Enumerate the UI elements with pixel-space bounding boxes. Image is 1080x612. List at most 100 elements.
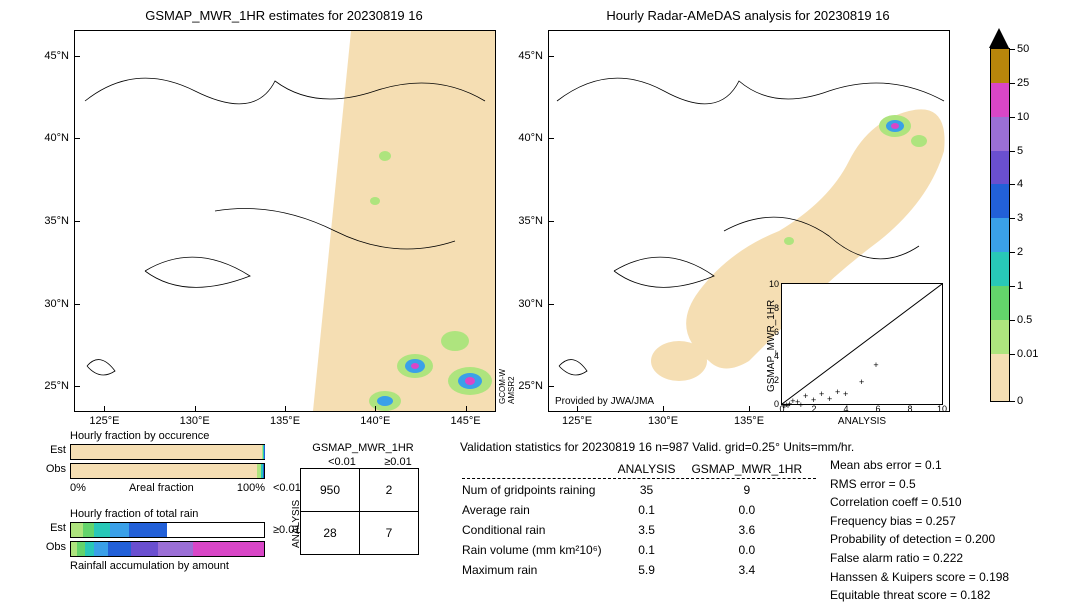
provided-label: Provided by JWA/JMA (555, 396, 654, 407)
inset-xtick: 2 (811, 404, 816, 414)
val-cell: Maximum rain (462, 561, 616, 579)
score-row: Hanssen & Kuipers score = 0.198 (830, 568, 1009, 587)
inset-ytick: 10 (769, 279, 782, 289)
score-row: Equitable threat score = 0.182 (830, 586, 1009, 605)
val-cell: 35 (618, 481, 690, 499)
colorbar-tick: 2 (1009, 246, 1023, 258)
colorbar-tick: 4 (1009, 178, 1023, 190)
validation-title: Validation statistics for 20230819 16 n=… (460, 440, 854, 454)
val-header: ANALYSIS (618, 460, 690, 479)
ct-col-1: ≥0.01 (370, 456, 426, 468)
val-header (462, 460, 616, 479)
val-header: GSMAP_MWR_1HR (691, 460, 816, 479)
score-row: Frequency bias = 0.257 (830, 512, 1009, 531)
inset-xtick: 8 (907, 404, 912, 414)
inset-xtick: 4 (843, 404, 848, 414)
val-cell: 3.4 (691, 561, 816, 579)
val-cell: Num of gridpoints raining (462, 481, 616, 499)
occurrence-axis: 0%Areal fraction100% (70, 482, 265, 494)
inset-xtick: 10 (937, 404, 947, 414)
val-cell: Average rain (462, 501, 616, 519)
ct-col-0: <0.01 (314, 456, 370, 468)
lat-tick: 45°N (518, 50, 549, 62)
colorbar-tick: 5 (1009, 145, 1023, 157)
scatter-inset: ANALYSIS GSMAP_MWR_1HR ++++++++++++++++0… (781, 283, 943, 405)
colorbar-tick: 25 (1009, 77, 1029, 89)
totalrain-bars: Hourly fraction of total rain EstObsRain… (70, 508, 265, 572)
ct-cell: 7 (360, 512, 419, 555)
score-row: RMS error = 0.5 (830, 475, 1009, 494)
lat-tick: 30°N (518, 298, 549, 310)
val-cell: 0.0 (691, 541, 816, 559)
lat-tick: 25°N (518, 380, 549, 392)
colorbar-tick: 0.01 (1009, 348, 1038, 360)
lon-tick: 145°E (451, 411, 481, 427)
inset-ytick: 8 (774, 303, 782, 313)
scatter-point: + (873, 360, 878, 370)
inset-xtick: 6 (875, 404, 880, 414)
contingency-title: GSMAP_MWR_1HR (300, 442, 426, 454)
scatter-point: + (843, 389, 848, 399)
colorbar-tick: 0 (1009, 395, 1023, 407)
score-row: Correlation coeff = 0.510 (830, 493, 1009, 512)
totalrain-footer: Rainfall accumulation by amount (70, 560, 265, 572)
contingency-table: GSMAP_MWR_1HR <0.01 ≥0.01 9502 287 (300, 442, 426, 555)
scatter-point: + (803, 391, 808, 401)
val-cell: 5.9 (618, 561, 690, 579)
colorbar-tick: 50 (1009, 43, 1029, 55)
lon-tick: 140°E (360, 411, 390, 427)
colorbar-arrow-icon (989, 28, 1009, 48)
bar-row-label: Est (50, 444, 70, 456)
inset-xlabel: ANALYSIS (782, 404, 942, 427)
colorbar-tick: 10 (1009, 111, 1029, 123)
score-list: Mean abs error = 0.1RMS error = 0.5Corre… (830, 456, 1009, 605)
lat-tick: 45°N (44, 50, 75, 62)
lon-tick: 130°E (180, 411, 210, 427)
scatter-point: + (827, 394, 832, 404)
val-cell: 0.0 (691, 501, 816, 519)
val-cell: 0.1 (618, 541, 690, 559)
right-map-title: Hourly Radar-AMeDAS analysis for 2023081… (548, 8, 948, 23)
val-cell: Rain volume (mm km²10⁶) (462, 541, 616, 559)
scatter-point: + (859, 377, 864, 387)
lon-tick: 125°E (89, 411, 119, 427)
lon-tick: 135°E (270, 411, 300, 427)
val-cell: 3.5 (618, 521, 690, 539)
ct-row-1: ≥0.01 (273, 524, 300, 536)
bar-row-label: Obs (46, 463, 70, 475)
occurrence-title: Hourly fraction by occurence (70, 430, 265, 442)
ct-row-0: <0.01 (273, 482, 301, 494)
right-map: Provided by JWA/JMA ANALYSIS GSMAP_MWR_1… (548, 30, 950, 412)
val-cell: Conditional rain (462, 521, 616, 539)
left-map-title: GSMAP_MWR_1HR estimates for 20230819 16 (74, 8, 494, 23)
left-map: 25°N30°N35°N40°N45°N125°E130°E135°E140°E… (74, 30, 496, 412)
inset-ytick: 2 (774, 375, 782, 385)
lat-tick: 25°N (44, 380, 75, 392)
ct-cell: 28 (301, 512, 360, 555)
scatter-point: + (835, 387, 840, 397)
lon-tick: 130°E (648, 411, 678, 427)
lon-tick: 135°E (734, 411, 764, 427)
bar-row-label: Est (50, 522, 70, 534)
val-cell: 3.6 (691, 521, 816, 539)
lat-tick: 40°N (518, 132, 549, 144)
bar-row-label: Obs (46, 541, 70, 553)
lat-tick: 35°N (44, 215, 75, 227)
satellite-label: GCOM-WAMSR2 (498, 369, 516, 404)
colorbar-tick: 0.5 (1009, 314, 1032, 326)
scatter-point: + (819, 389, 824, 399)
lat-tick: 40°N (44, 132, 75, 144)
colorbar: 00.010.512345102550 (990, 48, 1010, 402)
inset-ytick: 0 (774, 399, 782, 409)
ct-cell: 950 (301, 469, 360, 512)
totalrain-title: Hourly fraction of total rain (70, 508, 265, 520)
occurrence-bars: Hourly fraction by occurence EstObs0%Are… (70, 430, 265, 494)
ct-cell: 2 (360, 469, 419, 512)
lon-tick: 125°E (562, 411, 592, 427)
val-cell: 9 (691, 481, 816, 499)
score-row: Mean abs error = 0.1 (830, 456, 1009, 475)
score-row: False alarm ratio = 0.222 (830, 549, 1009, 568)
validation-table: ANALYSISGSMAP_MWR_1HR Num of gridpoints r… (460, 458, 818, 581)
lat-tick: 35°N (518, 215, 549, 227)
colorbar-tick: 1 (1009, 280, 1023, 292)
